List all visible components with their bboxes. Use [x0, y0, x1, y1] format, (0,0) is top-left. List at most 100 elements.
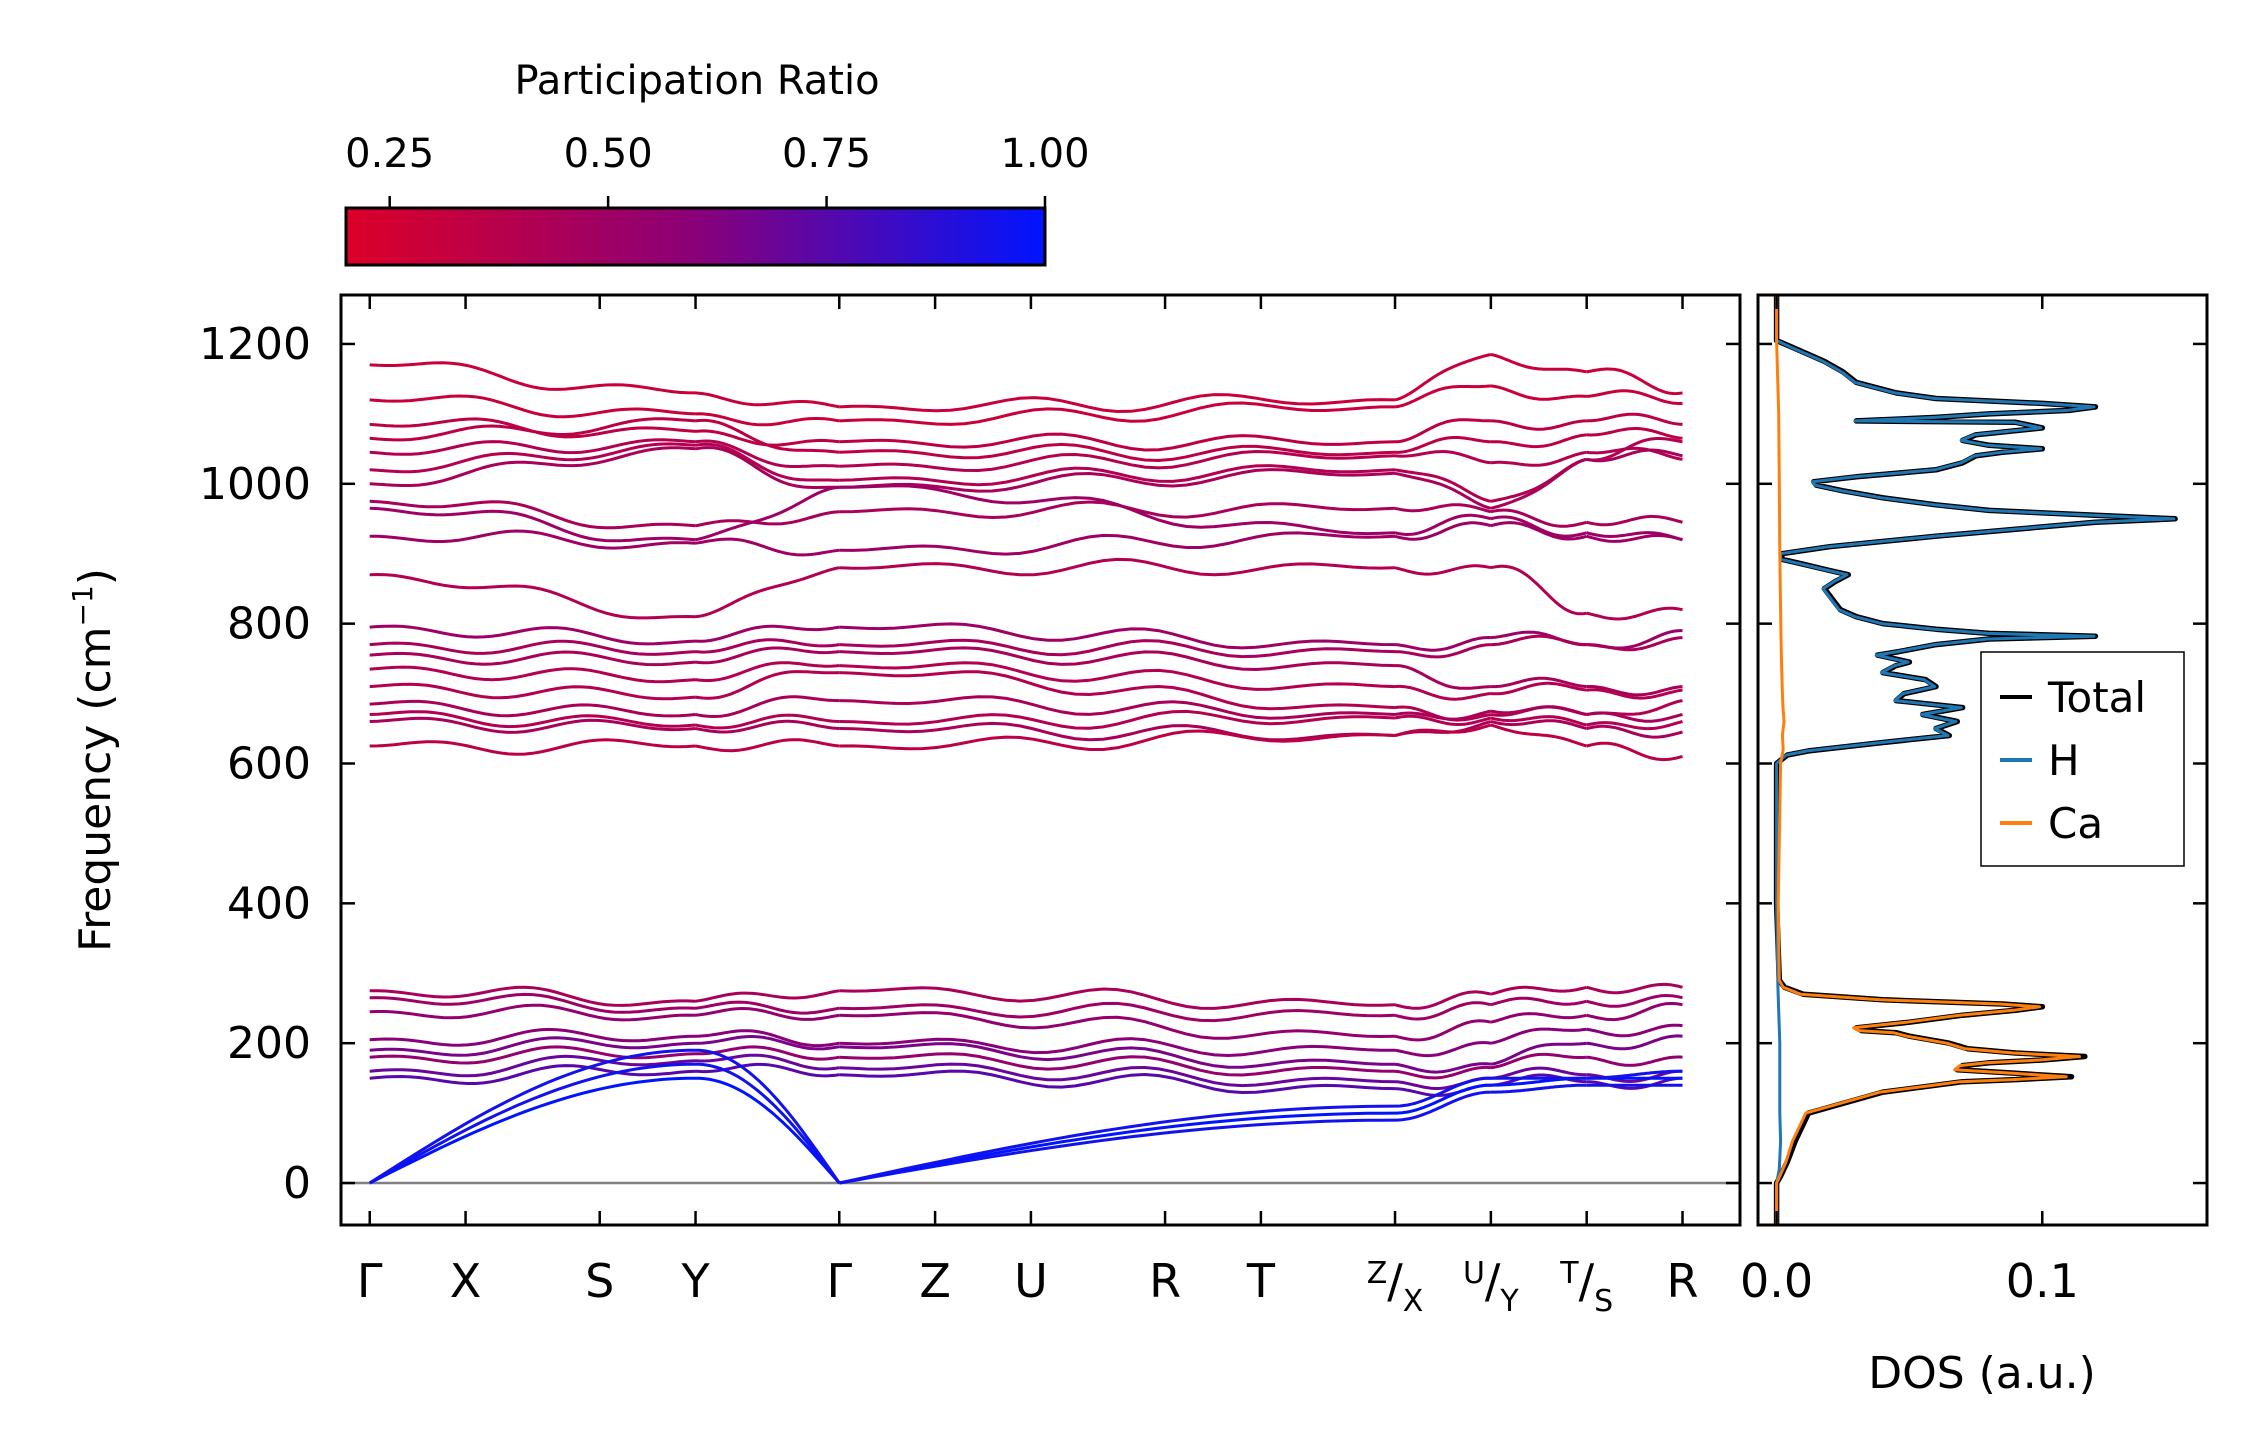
colorbar-tick-label: 0.50 [564, 131, 653, 177]
acoustic-band [695, 1062, 841, 1184]
low-optical-band [1586, 1034, 1683, 1051]
low-optical-band [1586, 993, 1683, 1008]
band-plot-frame [339, 293, 1742, 1227]
optical-band [1394, 471, 1492, 510]
y-tick-label: 1000 [199, 459, 311, 510]
optical-band [839, 721, 1396, 742]
low-optical-band [369, 1054, 696, 1078]
dos-x-tick-label: 0.0 [1740, 1254, 1813, 1308]
y-tick-label: 200 [227, 1018, 311, 1069]
kpoint-label: U [1014, 1254, 1048, 1308]
optical-band [369, 506, 696, 543]
optical-band [369, 417, 696, 439]
optical-band [695, 510, 840, 528]
kpoint-slash: / [1485, 1254, 1501, 1308]
low-optical-band [1394, 990, 1492, 1010]
optical-band [1586, 412, 1683, 426]
optical-band [695, 412, 840, 427]
legend-label-total: Total [2047, 673, 2146, 722]
dos-ca-curve [1775, 295, 2081, 1225]
optical-band [1394, 684, 1492, 701]
low-optical-band [369, 1045, 696, 1065]
low-optical-band [695, 1045, 840, 1061]
legend-label-h: H [2048, 736, 2080, 785]
colorbar-tick-label: 0.25 [345, 131, 434, 177]
optical-band [695, 442, 840, 482]
kpoint-sub: X [1403, 1284, 1424, 1319]
optical-band [1490, 521, 1588, 541]
optical-band [1586, 741, 1683, 762]
acoustic-band [1490, 1083, 1587, 1094]
optical-band [1394, 468, 1492, 503]
acoustic-band [839, 1111, 1396, 1185]
acoustic-band [695, 1048, 841, 1184]
optical-band [1394, 513, 1492, 537]
optical-band [1490, 433, 1587, 449]
optical-band [1490, 450, 1587, 467]
kpoint-sup: Z [1367, 1256, 1388, 1291]
band-lines [368, 352, 1683, 1185]
y-axis-label-close: ) [70, 568, 121, 585]
optical-band [839, 557, 1396, 577]
optical-band [1490, 457, 1588, 510]
low-optical-band [695, 1006, 840, 1021]
low-optical-band [369, 985, 696, 1007]
low-optical-band [839, 1011, 1396, 1040]
kpoint-label-compound: Z/X [1367, 1254, 1424, 1319]
low-optical-band [1490, 1012, 1588, 1024]
optical-band [1394, 449, 1492, 465]
low-optical-band [839, 1042, 1395, 1069]
optical-band [695, 646, 840, 665]
optical-band [695, 566, 840, 619]
kpoint-label: Γ [357, 1254, 383, 1308]
optical-band [1394, 709, 1492, 721]
low-optical-band [839, 1052, 1396, 1077]
kpoint-label: S [585, 1254, 614, 1308]
optical-band [1490, 515, 1588, 538]
optical-band [369, 716, 696, 734]
dos-legend: Total H Ca [1980, 651, 2185, 867]
optical-band [695, 713, 840, 730]
optical-band [1394, 436, 1491, 454]
acoustic-band [369, 1076, 696, 1185]
y-tick-label: 600 [227, 738, 311, 789]
kpoint-sup: T [1559, 1256, 1579, 1291]
low-optical-band [1586, 982, 1683, 995]
low-optical-band [1586, 1076, 1683, 1090]
optical-band [369, 639, 696, 656]
optical-band [1490, 676, 1587, 689]
kpoint-label: R [1149, 1254, 1181, 1308]
optical-band [1394, 503, 1492, 514]
optical-band [1586, 724, 1683, 739]
colorbar-gradient [344, 206, 1047, 267]
y-axis-label-main: Frequency (cm [70, 626, 121, 952]
optical-band [369, 529, 696, 550]
optical-band [1490, 352, 1587, 374]
optical-band [1586, 446, 1683, 461]
colorbar-tick-label: 1.00 [1000, 131, 1089, 177]
optical-band [1490, 719, 1588, 730]
optical-band [839, 729, 1396, 751]
optical-band [1490, 508, 1588, 528]
y-tick-label: 800 [227, 599, 311, 650]
optical-band [1586, 711, 1683, 723]
colorbar-title: Participation Ratio [514, 58, 879, 104]
optical-band [695, 738, 840, 753]
optical-band [369, 499, 696, 530]
low-optical-band [1394, 1001, 1492, 1021]
legend-label-ca: Ca [2048, 799, 2103, 848]
low-optical-band [695, 1029, 840, 1048]
optical-band [839, 484, 1396, 536]
kpoint-sup: U [1463, 1256, 1485, 1291]
optical-band [839, 432, 1396, 452]
optical-band [369, 361, 696, 395]
dos-x-axis-label: DOS (a.u.) [1868, 1348, 2096, 1399]
optical-band [1586, 720, 1683, 731]
y-axis-label: Frequency (cm−1) [66, 568, 121, 952]
optical-band [369, 442, 696, 474]
optical-band [695, 537, 840, 557]
optical-band [1490, 715, 1588, 727]
optical-band [839, 393, 1396, 414]
dos-y-ticks [1758, 342, 2207, 1185]
optical-band [1586, 427, 1683, 440]
